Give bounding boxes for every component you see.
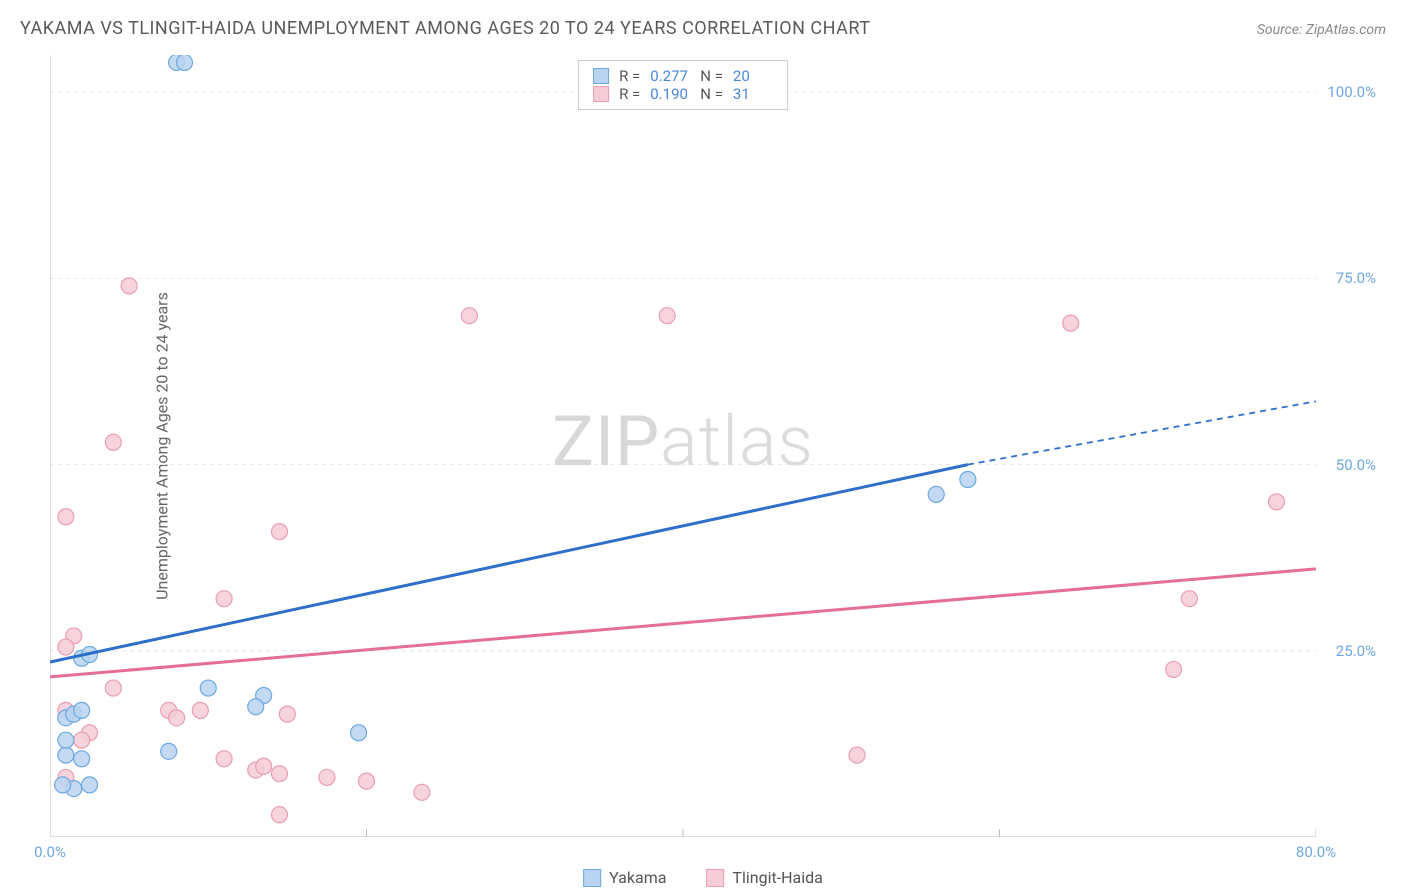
y-tick-label: 75.0% — [1336, 269, 1376, 287]
swatch-tlingit — [593, 86, 609, 102]
scatter-plot — [50, 55, 1316, 837]
r-value-tlingit: 0.190 — [650, 85, 690, 103]
y-tick-label: 25.0% — [1336, 642, 1376, 660]
legend-swatch-yakama — [583, 869, 601, 887]
stats-row-yakama: R = 0.277 N = 20 — [593, 67, 773, 85]
r-label: R = — [619, 85, 640, 103]
x-tick-label: 0.0% — [34, 843, 66, 861]
n-label: N = — [700, 67, 723, 85]
legend-label-tlingit: Tlingit-Haida — [732, 868, 822, 887]
n-value-yakama: 20 — [733, 67, 773, 85]
n-value-tlingit: 31 — [733, 85, 773, 103]
legend-item-yakama: Yakama — [583, 868, 666, 887]
chart-area: ZIPatlas R = 0.277 N = 20 R = 0.190 N = … — [50, 55, 1316, 837]
legend-swatch-tlingit — [706, 869, 724, 887]
r-label: R = — [619, 67, 640, 85]
r-value-yakama: 0.277 — [650, 67, 690, 85]
y-tick-label: 100.0% — [1327, 83, 1376, 101]
legend-item-tlingit: Tlingit-Haida — [706, 868, 822, 887]
header: YAKAMA VS TLINGIT-HAIDA UNEMPLOYMENT AMO… — [20, 18, 1386, 39]
swatch-yakama — [593, 68, 609, 84]
bottom-legend: Yakama Tlingit-Haida — [583, 868, 823, 887]
legend-label-yakama: Yakama — [609, 868, 666, 887]
y-tick-label: 50.0% — [1336, 456, 1376, 474]
stats-legend: R = 0.277 N = 20 R = 0.190 N = 31 — [578, 60, 788, 110]
source-label: Source: ZipAtlas.com — [1257, 22, 1386, 38]
chart-title: YAKAMA VS TLINGIT-HAIDA UNEMPLOYMENT AMO… — [20, 18, 870, 39]
n-label: N = — [700, 85, 723, 103]
x-tick-label: 80.0% — [1296, 843, 1336, 861]
stats-row-tlingit: R = 0.190 N = 31 — [593, 85, 773, 103]
